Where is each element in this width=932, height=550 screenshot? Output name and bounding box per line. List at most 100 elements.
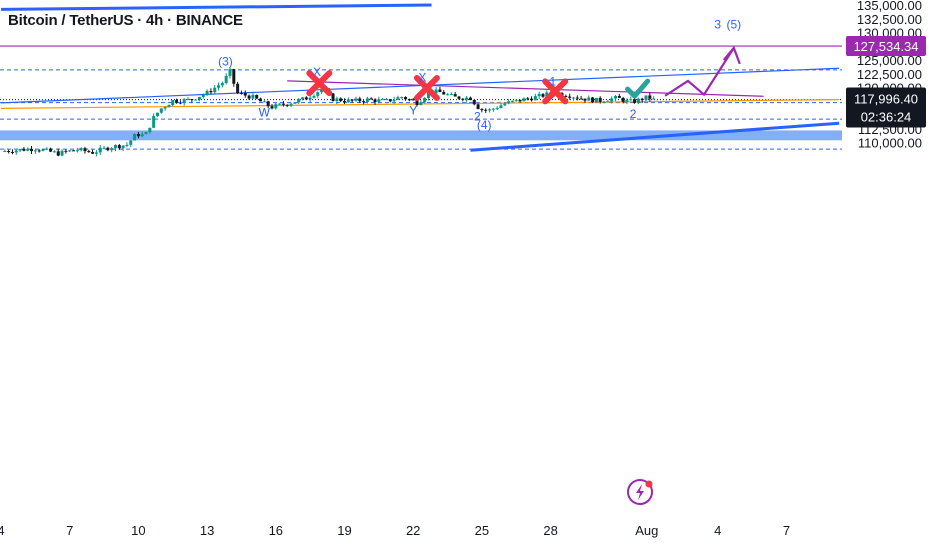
- candle-body: [354, 98, 358, 101]
- candle-body: [56, 151, 60, 156]
- candle-body: [350, 99, 354, 101]
- candle-body: [37, 150, 41, 152]
- candle-body: [18, 148, 22, 151]
- candle-body: [652, 98, 656, 100]
- current-price-text: 117,996.40: [854, 92, 918, 107]
- candle-body: [83, 148, 87, 152]
- candle-body: [159, 108, 163, 113]
- candle-body: [568, 96, 572, 98]
- candle-body: [247, 95, 251, 99]
- y-tick-label: 132,500.00: [857, 12, 922, 27]
- y-tick-label: 122,500.00: [857, 67, 922, 82]
- candle-body: [259, 98, 263, 102]
- candle-body: [68, 150, 72, 152]
- candle-body: [301, 97, 305, 100]
- candle-body: [426, 91, 430, 99]
- candle-body: [358, 98, 362, 102]
- y-tick-label: 135,000.00: [857, 0, 922, 13]
- candle-body: [518, 99, 522, 102]
- candle-body: [335, 98, 339, 102]
- candle-body: [514, 99, 518, 101]
- candle-body: [186, 99, 190, 101]
- candle-body: [144, 132, 148, 135]
- candle-body: [373, 99, 377, 103]
- candle-body: [530, 98, 534, 101]
- candle-body: [606, 101, 610, 103]
- candle-body: [346, 99, 350, 103]
- candle-body: [102, 147, 106, 149]
- countdown-text: 02:36:24: [861, 110, 912, 125]
- x-mark-stroke: [306, 70, 333, 97]
- candle-body: [255, 94, 259, 99]
- candle-body: [407, 99, 411, 101]
- candle-body: [591, 97, 595, 103]
- candle-body: [343, 101, 346, 103]
- trendline-top-channel: [0, 3, 432, 11]
- candle-body: [289, 103, 293, 106]
- candle-body: [239, 92, 243, 94]
- x-tick-label: Aug: [635, 523, 658, 538]
- candle-body: [339, 98, 343, 102]
- candle-body: [648, 95, 652, 99]
- candle-body: [278, 103, 282, 105]
- candle-body: [388, 99, 392, 102]
- candle-body: [190, 99, 194, 101]
- candle-body: [533, 96, 537, 101]
- candle-body: [316, 92, 320, 96]
- wave-label: 1: [550, 74, 557, 88]
- candle-body: [583, 98, 587, 101]
- candle-body: [22, 148, 26, 151]
- candle-body: [87, 151, 91, 153]
- candle-body: [266, 101, 270, 107]
- candle-body: [636, 98, 640, 103]
- candle-body: [404, 97, 408, 100]
- candle-body: [121, 145, 125, 149]
- lightning-bolt: [636, 484, 644, 500]
- candle-body: [423, 98, 427, 103]
- candle-body: [400, 97, 404, 99]
- wave-label: 3: [714, 18, 721, 32]
- candle-body: [106, 147, 110, 151]
- candle-body: [182, 99, 186, 103]
- x-mark-stroke: [413, 75, 440, 102]
- candle-body: [155, 112, 159, 117]
- candle-body: [480, 109, 484, 111]
- candle-body: [442, 92, 446, 95]
- trendline-descending-resistance: [287, 80, 764, 97]
- candle-body: [114, 145, 117, 149]
- candle-body: [175, 100, 179, 103]
- x-tick-label: 22: [406, 523, 420, 538]
- candle-body: [419, 102, 423, 106]
- x-tick-label: 16: [269, 523, 283, 538]
- candle-body: [438, 89, 442, 93]
- candle-body: [434, 89, 438, 94]
- candle-body: [94, 152, 98, 154]
- candle-body: [3, 151, 7, 153]
- x-tick-label: 7: [66, 523, 73, 538]
- candle-body: [167, 105, 171, 108]
- candle-body: [499, 105, 503, 109]
- notification-dot: [645, 480, 653, 488]
- candle-body: [468, 97, 472, 100]
- candle-body: [285, 104, 289, 106]
- candle-body: [30, 148, 34, 152]
- candle-body: [140, 134, 144, 137]
- wave-label: (5): [726, 18, 741, 32]
- projection-path: [664, 47, 735, 97]
- candle-body: [14, 150, 18, 153]
- candle-body: [98, 147, 102, 153]
- candle-body: [476, 104, 480, 110]
- candle-body: [163, 107, 167, 109]
- candle-body: [537, 93, 541, 97]
- wave-label: (4): [477, 118, 492, 132]
- candle-body: [49, 148, 53, 152]
- candle-body: [7, 151, 11, 153]
- candle-body: [602, 101, 606, 103]
- candle-body: [465, 97, 469, 100]
- candle-body: [228, 69, 232, 76]
- candle-body: [308, 97, 312, 100]
- candle-body: [125, 144, 129, 146]
- candle-body: [484, 109, 488, 111]
- candle-body: [262, 101, 266, 103]
